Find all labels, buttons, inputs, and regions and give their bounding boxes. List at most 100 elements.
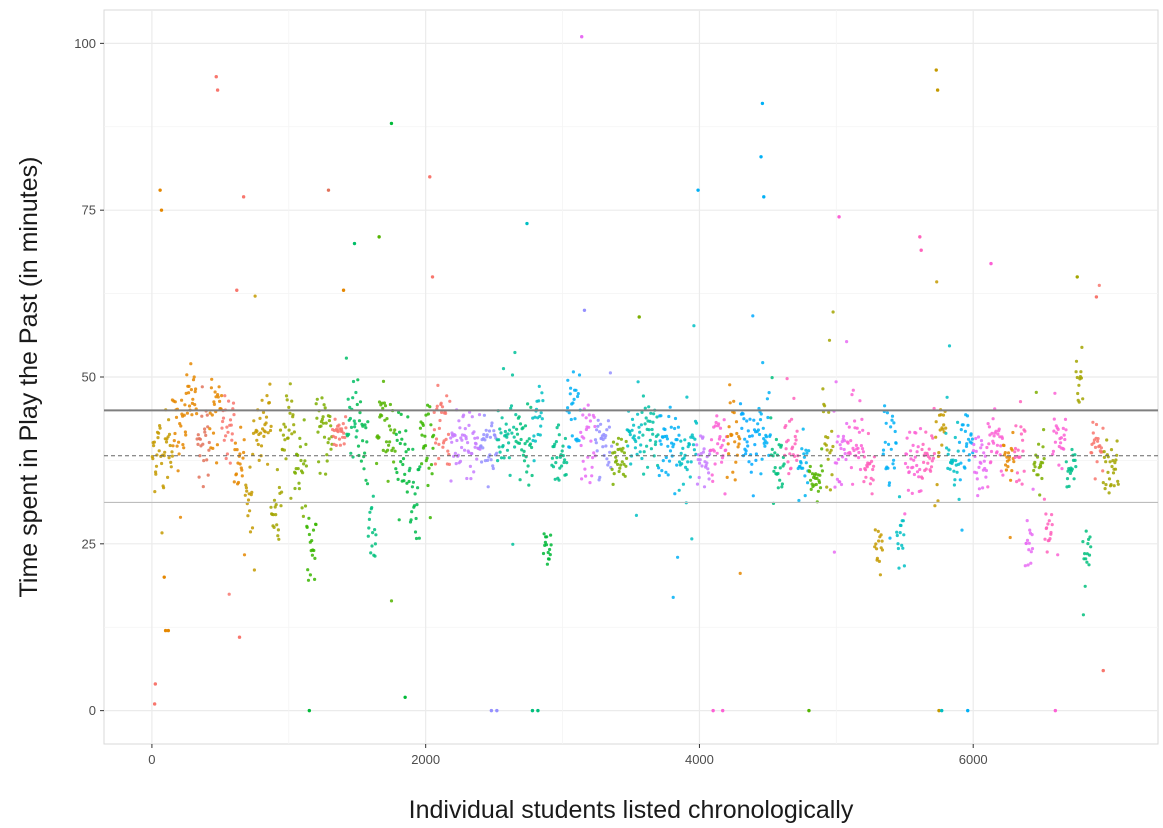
data-point — [170, 450, 174, 454]
data-point — [289, 496, 293, 500]
data-point — [932, 406, 936, 411]
data-point — [310, 553, 314, 557]
data-point — [356, 378, 360, 382]
data-point — [545, 562, 550, 566]
data-point — [1000, 436, 1005, 440]
data-point — [838, 443, 842, 447]
data-point — [480, 460, 484, 464]
data-point — [644, 416, 648, 420]
data-point — [1084, 529, 1088, 533]
data-point — [977, 465, 981, 469]
data-point — [411, 480, 415, 484]
data-point — [667, 414, 671, 419]
data-point — [698, 461, 702, 465]
data-point — [595, 449, 599, 453]
data-point — [870, 459, 874, 463]
data-point — [276, 534, 280, 538]
data-point — [931, 436, 935, 440]
data-point — [887, 442, 891, 446]
data-point — [203, 427, 207, 431]
data-point — [871, 478, 875, 482]
data-point — [930, 459, 934, 463]
data-point — [358, 411, 362, 415]
data-point — [1010, 448, 1014, 452]
data-point — [212, 400, 216, 404]
data-point — [299, 458, 303, 463]
data-point — [423, 434, 427, 438]
data-point — [725, 475, 729, 479]
data-point — [593, 438, 598, 442]
data-point — [960, 528, 964, 532]
data-point — [948, 467, 952, 471]
data-point — [448, 399, 452, 403]
data-point — [1050, 523, 1054, 527]
data-point — [166, 475, 170, 479]
data-point — [366, 534, 370, 538]
data-point — [522, 449, 526, 453]
data-point — [185, 373, 189, 377]
data-point — [634, 513, 639, 518]
outlier-point — [152, 702, 157, 706]
data-point — [429, 423, 433, 427]
data-point — [512, 435, 516, 439]
data-point — [336, 430, 340, 434]
data-point — [380, 401, 384, 405]
data-point — [1046, 522, 1050, 526]
data-point — [745, 419, 749, 423]
data-point — [558, 466, 562, 470]
data-point — [974, 436, 978, 441]
data-point — [1073, 453, 1077, 457]
data-point — [1006, 451, 1011, 455]
data-point — [218, 399, 222, 403]
data-point — [400, 437, 404, 441]
x-tick-label: 2000 — [411, 752, 440, 767]
data-point — [342, 442, 346, 446]
data-point — [518, 422, 523, 426]
data-point — [893, 429, 897, 434]
data-point — [1053, 391, 1057, 395]
outlier-point — [711, 708, 715, 713]
data-point — [640, 456, 644, 461]
data-point — [183, 403, 187, 407]
data-point — [193, 403, 197, 407]
data-point — [879, 533, 883, 537]
data-point — [276, 528, 280, 532]
data-point — [182, 446, 186, 450]
data-point — [296, 467, 300, 471]
data-point — [248, 465, 252, 469]
data-point — [1099, 446, 1103, 450]
data-point — [656, 463, 660, 468]
data-point — [483, 438, 487, 442]
data-point — [907, 470, 911, 474]
data-point — [1074, 359, 1079, 363]
data-point — [618, 466, 622, 470]
y-axis-title: Time spent in Play the Past (in minutes) — [15, 157, 43, 598]
data-point — [537, 384, 541, 388]
data-point — [486, 485, 490, 489]
data-point — [260, 398, 264, 402]
data-point — [427, 466, 431, 470]
data-point — [481, 446, 485, 450]
data-point — [647, 428, 651, 432]
data-point — [241, 456, 245, 460]
data-point — [866, 431, 871, 436]
data-point — [426, 483, 430, 488]
data-point — [747, 460, 751, 464]
data-point — [999, 469, 1003, 473]
data-point — [507, 428, 512, 432]
data-point — [985, 445, 989, 450]
data-point — [540, 417, 544, 421]
data-point — [564, 473, 568, 477]
data-point — [1088, 535, 1092, 539]
data-point — [815, 476, 819, 480]
data-point — [307, 516, 311, 520]
data-point — [929, 465, 934, 469]
data-point — [177, 452, 181, 456]
data-point — [855, 426, 859, 430]
data-point — [897, 566, 901, 570]
data-point — [705, 461, 709, 465]
data-point — [887, 481, 892, 485]
data-point — [404, 429, 408, 433]
data-point — [397, 410, 401, 414]
data-point — [1105, 438, 1109, 442]
